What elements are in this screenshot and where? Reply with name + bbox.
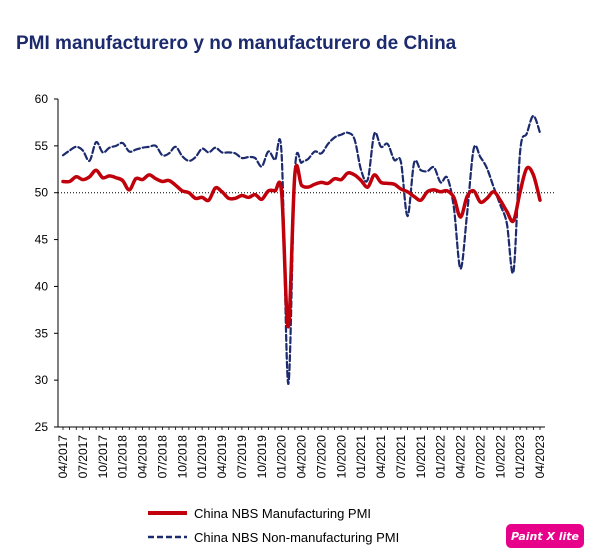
legend-label-non-manufacturing: China NBS Non-manufacturing PMI — [194, 530, 399, 545]
series-line-manufacturing — [61, 163, 542, 329]
x-tick-label: 10/2017 — [96, 435, 110, 479]
x-tick-label: 07/2019 — [235, 435, 249, 479]
chart-title: PMI manufacturero y no manufacturero de … — [16, 33, 457, 54]
paint-x-lite-badge: Paint X lite — [506, 524, 584, 548]
series-group — [61, 114, 542, 385]
y-tick-label: 55 — [35, 139, 49, 153]
x-tick-label: 01/2021 — [354, 435, 368, 479]
x-tick-label: 04/2019 — [215, 435, 229, 479]
y-tick-label: 30 — [35, 373, 49, 387]
legend-label-manufacturing: China NBS Manufacturing PMI — [194, 506, 371, 521]
x-tick-label: 10/2020 — [334, 435, 348, 479]
x-tick-label: 04/2021 — [374, 435, 388, 479]
y-tick-label: 35 — [35, 326, 49, 340]
axes: 25 30 35 40 45 50 55 60 04/2017 07/2017 10/2017 01/… — [35, 92, 547, 478]
y-tick-label: 40 — [35, 279, 49, 293]
y-tick-label: 60 — [35, 92, 49, 106]
x-tick-label: 07/2022 — [473, 435, 487, 479]
x-tick-label: 07/2017 — [76, 435, 90, 479]
series-line-non-manufacturing — [61, 114, 542, 385]
x-tick-label: 04/2020 — [295, 435, 309, 479]
legend: China NBS Manufacturing PMI China NBS No… — [148, 506, 399, 545]
x-tick-label: 07/2018 — [155, 435, 169, 479]
x-tick-label: 01/2018 — [116, 435, 130, 479]
x-tick-label: 04/2023 — [533, 435, 547, 479]
x-tick-label: 04/2017 — [56, 435, 70, 479]
x-tick-label: 07/2020 — [314, 435, 328, 479]
x-tick-label: 10/2018 — [175, 435, 189, 479]
x-tick-label: 04/2022 — [454, 435, 468, 479]
x-tick-label: 10/2019 — [255, 435, 269, 479]
x-tick-label: 10/2021 — [414, 435, 428, 479]
y-tick-label: 50 — [35, 186, 49, 200]
x-tick-label: 01/2020 — [275, 435, 289, 479]
x-tick-label: 01/2023 — [513, 435, 527, 479]
x-tick-label: 01/2019 — [195, 435, 209, 479]
x-tick-label: 04/2018 — [136, 435, 150, 479]
y-tick-label: 25 — [35, 420, 49, 434]
x-tick-label: 01/2022 — [434, 435, 448, 479]
y-tick-label: 45 — [35, 233, 49, 247]
x-tick-label: 10/2022 — [493, 435, 507, 479]
x-tick-label: 07/2021 — [394, 435, 408, 479]
